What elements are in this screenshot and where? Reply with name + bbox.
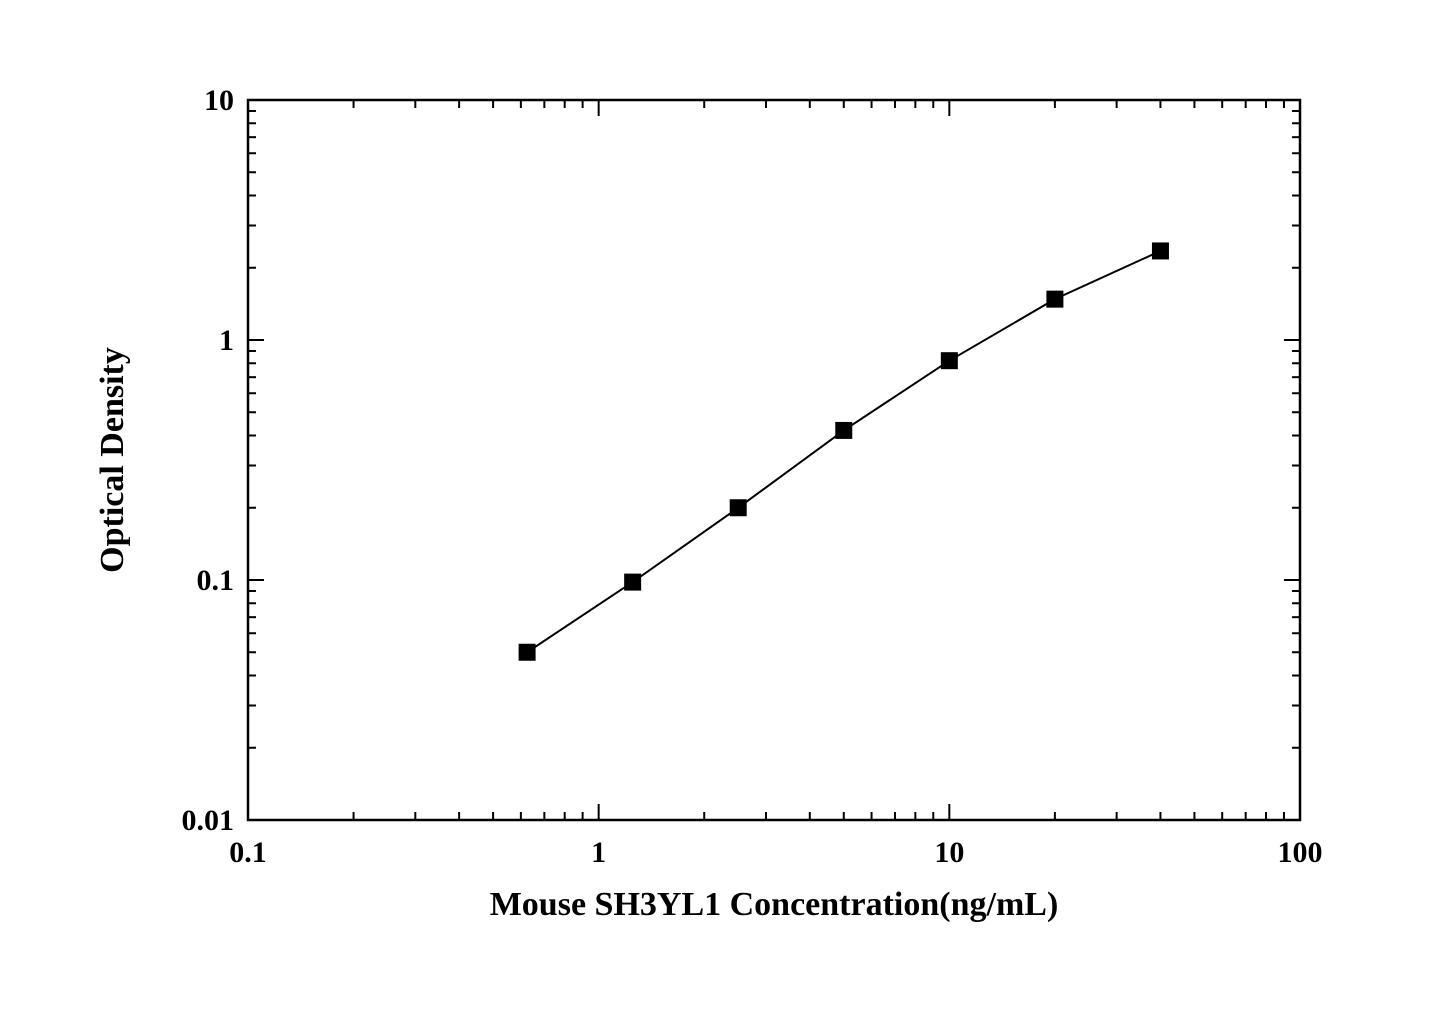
x-axis-label: Mouse SH3YL1 Concentration(ng/mL) [490,886,1059,923]
x-tick-label: 100 [1278,836,1323,869]
y-tick-label: 10 [204,84,234,117]
data-marker [730,500,746,516]
chart-container: 0.11101000.010.1110Mouse SH3YL1 Concentr… [0,0,1445,1009]
data-marker [836,422,852,438]
data-marker [1152,243,1168,259]
data-marker [941,353,957,369]
data-marker [625,574,641,590]
data-marker [1047,291,1063,307]
chart-background [0,0,1445,1009]
y-axis-label: Optical Density [94,347,131,573]
elisa-standard-curve-chart: 0.11101000.010.1110Mouse SH3YL1 Concentr… [0,0,1445,1009]
y-tick-label: 1 [219,324,234,357]
x-tick-label: 1 [591,836,606,869]
x-tick-label: 0.1 [229,836,267,869]
y-tick-label: 0.01 [182,804,235,837]
data-marker [519,644,535,660]
y-tick-label: 0.1 [197,564,235,597]
x-tick-label: 10 [934,836,964,869]
